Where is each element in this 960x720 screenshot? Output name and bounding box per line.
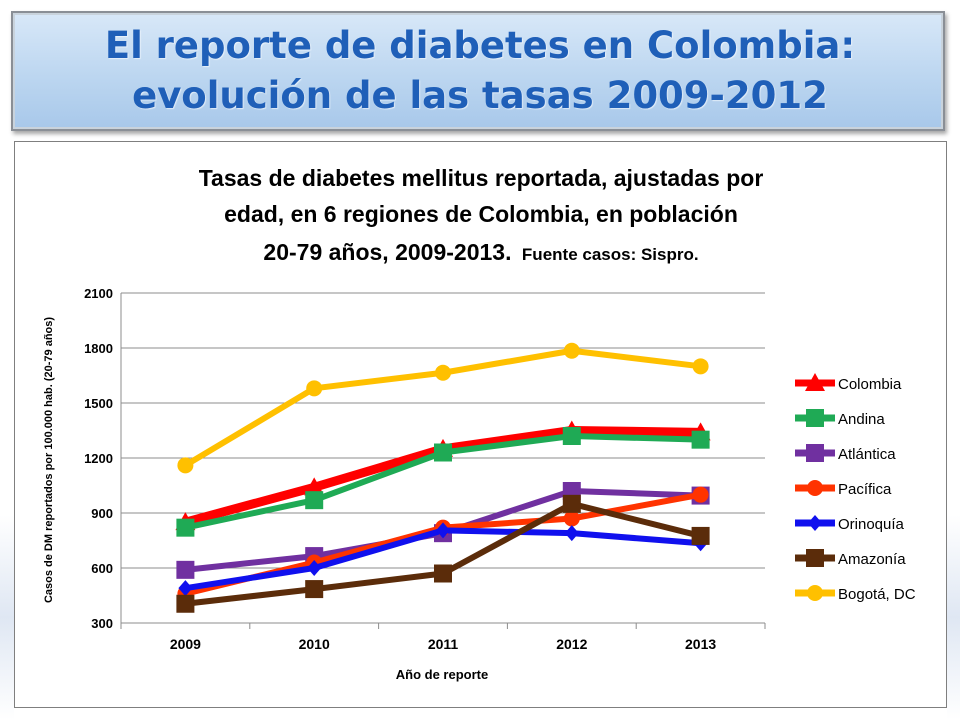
slide-title-line1: El reporte de diabetes en Colombia: (104, 24, 856, 67)
legend-item: Amazonía (795, 549, 906, 568)
y-tick-label: 1800 (84, 341, 113, 356)
chart-title-line3: 20-79 años, 2009-2013. Fuente casos: Sis… (263, 239, 698, 265)
data-point (304, 477, 325, 496)
legend-label: Andina (838, 411, 885, 428)
data-point (691, 430, 710, 449)
legend-swatch-marker (806, 409, 824, 427)
chart-title-source: Fuente casos: Sispro. (522, 245, 699, 264)
data-point (176, 518, 195, 537)
legend-swatch-marker (805, 373, 825, 391)
data-point (563, 342, 580, 359)
legend-label: Amazonía (838, 551, 906, 568)
series-line (182, 500, 704, 607)
x-tick-label: 2011 (428, 636, 459, 652)
series-andina (176, 427, 710, 537)
legend-item: Bogotá, DC (795, 585, 916, 603)
slide-title: El reporte de diabetes en Colombia: evol… (13, 21, 947, 121)
legend-item: Orinoquía (795, 515, 905, 533)
legend-swatch-marker (807, 585, 823, 601)
data-point (305, 491, 324, 510)
series-orinoqu-a (178, 522, 708, 597)
data-point (435, 364, 451, 381)
legend-item: Colombia (795, 373, 902, 393)
y-tick-label: 900 (91, 506, 113, 521)
data-point (564, 525, 579, 542)
background-gradient-right (947, 515, 960, 720)
legend-swatch-marker (806, 444, 824, 462)
legend-item: Andina (795, 409, 885, 428)
chart-title-line1: Tasas de diabetes mellitus reportada, aj… (199, 165, 764, 191)
data-point (306, 380, 323, 397)
legend: Colombia Andina Atlántica Pacífica Orinoquía… (795, 373, 916, 603)
data-point (434, 564, 452, 583)
series-bogot-dc (177, 342, 709, 474)
data-point (691, 526, 710, 545)
legend-swatch-marker (807, 480, 823, 496)
data-point (176, 594, 195, 613)
x-tick-label: 2009 (170, 636, 201, 652)
legend-label: Pacífica (838, 481, 892, 498)
chart-title-line3-main: 20-79 años, 2009-2013. (263, 239, 511, 265)
y-axis-label: Casos de DM reportados por 100.000 hab. … (43, 317, 55, 603)
chart-frame: Tasas de diabetes mellitus reportada, aj… (14, 141, 947, 708)
data-point (307, 560, 322, 576)
legend-label: Orinoquía (838, 516, 905, 533)
data-point (305, 580, 324, 599)
x-tick-label: 2010 (299, 636, 330, 652)
y-tick-label: 300 (91, 616, 113, 631)
data-point (434, 443, 452, 462)
legend-item: Pacífica (795, 480, 892, 498)
data-point (563, 510, 580, 527)
y-tick-label: 600 (91, 561, 113, 576)
series-amazon-a (176, 494, 710, 613)
legend-swatch-marker (808, 515, 822, 531)
y-tick-label: 2100 (84, 286, 113, 301)
data-point (692, 486, 709, 503)
data-point (178, 580, 193, 597)
slide-title-line2: evolución de las tasas 2009-2012 (132, 74, 828, 117)
x-tick-label: 2013 (685, 636, 716, 652)
x-tick-label: 2012 (556, 636, 587, 652)
legend-label: Colombia (838, 376, 902, 393)
title-banner: El reporte de diabetes en Colombia: evol… (11, 11, 945, 131)
y-tick-label: 1200 (84, 451, 113, 466)
data-point (176, 560, 195, 579)
y-tick-label: 1500 (84, 396, 113, 411)
background-gradient-left (0, 515, 14, 720)
legend-swatch-marker (806, 549, 824, 567)
data-point (562, 427, 581, 445)
legend-item: Atlántica (795, 444, 896, 463)
series-group (175, 342, 711, 613)
line-chart: Tasas de diabetes mellitus reportada, aj… (43, 165, 916, 682)
data-point (177, 457, 194, 474)
data-point (436, 522, 450, 539)
data-point (562, 494, 581, 513)
chart-title-line2: edad, en 6 regiones de Colombia, en pobl… (224, 201, 738, 227)
legend-label: Atlántica (838, 446, 896, 463)
data-point (692, 358, 709, 375)
axes: 300 600 900 1200 1500 1800 2100 2009 2010 2011 201… (84, 286, 766, 652)
legend-label: Bogotá, DC (838, 586, 916, 603)
x-axis-label: Año de reporte (396, 667, 488, 682)
